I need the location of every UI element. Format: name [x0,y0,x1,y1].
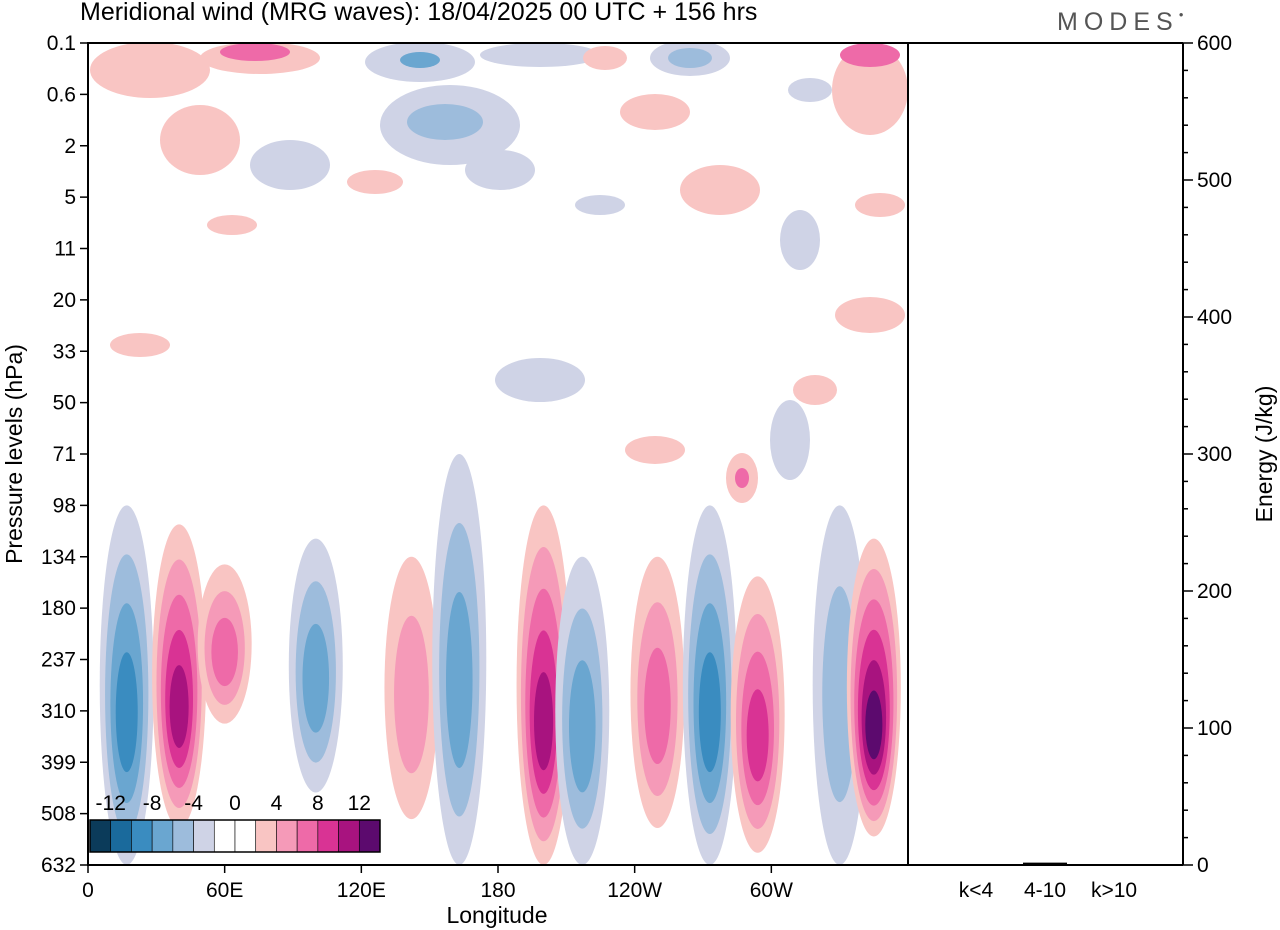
brand-logo: MODES● [1057,8,1184,36]
pressure-tick-label: 11 [54,238,76,261]
longitude-tick-label: 60W [750,879,793,902]
pressure-tick-label: 20 [53,289,76,312]
contour-band [197,564,252,724]
energy-tick-label: 500 [1197,169,1232,192]
colorbar-swatch [234,819,257,853]
colorbar-swatch [131,819,153,853]
colorbar: -12 -8 -4 0 4 8 12 [89,792,381,853]
pressure-tick-label: 632 [41,854,76,877]
colorbar-label: -12 [96,792,126,815]
colorbar-label: 4 [271,792,283,815]
colorbar-swatch [110,819,132,853]
colorbar-swatch [338,819,360,853]
contour-band [555,556,610,865]
longitude-axis-label: Longitude [446,902,547,928]
longitude-tick-label: 60E [206,879,243,902]
pressure-tick-label: 237 [41,649,76,672]
pressure-axis-label: Pressure levels (hPa) [1,344,27,564]
colorbar-swatch [276,819,298,853]
pressure-tick-label: 508 [41,803,76,826]
contour-band [516,505,571,865]
pressure-tick-label: 5 [64,186,76,209]
contour-band [730,576,785,853]
energy-bar [1023,862,1067,865]
pressure-tick-label: 0.1 [47,32,76,55]
pressure-tick-label: 0.6 [47,83,76,106]
contour-band [630,556,685,828]
colorbar-swatch [151,819,174,853]
pressure-tick-label: 2 [64,135,76,158]
colorbar-label: 0 [229,792,241,815]
colorbar-swatch [89,819,112,853]
energy-tick-label: 0 [1197,854,1209,877]
contour-band [288,538,343,793]
longitude-tick-label: 120W [607,879,662,902]
colorbar-label: 8 [312,792,324,815]
pressure-tick-label: 134 [41,546,76,569]
colorbar-swatch [358,819,381,853]
colorbar-swatch [296,819,319,853]
energy-tick-label: 600 [1197,32,1232,55]
colorbar-frame [89,819,381,853]
contour-band [99,505,154,865]
colorbar-label: -4 [184,792,203,815]
longitude-tick-label: 0 [82,879,94,902]
energy-tick-label: 300 [1197,443,1232,466]
pressure-tick-label: 50 [53,392,76,415]
energy-tick-label: 200 [1197,580,1232,603]
pressure-tick-label: 180 [41,597,76,620]
contour-band [846,538,901,837]
energy-category-label: k>10 [1091,879,1137,902]
colorbar-label: -8 [143,792,162,815]
energy-tick-label: 100 [1197,717,1232,740]
energy-category-label: k<4 [959,879,994,902]
colorbar-swatch [193,819,215,853]
colorbar-swatch [255,819,277,853]
pressure-tick-label: 98 [53,494,76,517]
contour-band [384,556,439,820]
pressure-tick-label: 310 [41,700,76,723]
chart-title: Meridional wind (MRG waves): 18/04/2025 … [80,0,758,26]
colorbar-swatch [213,819,236,853]
colorbar-swatch [172,819,194,853]
longitude-tick-label: 120E [337,879,386,902]
energy-category-label: 4-10 [1024,879,1066,902]
colorbar-label: 12 [348,792,371,815]
contour-band [432,454,487,865]
pressure-tick-label: 33 [53,340,76,363]
contour-band [152,524,207,828]
energy-tick-label: 400 [1197,306,1232,329]
colorbar-swatch [317,819,339,853]
pressure-tick-label: 71 [53,443,76,466]
energy-axis-label: Energy (J/kg) [1251,386,1277,523]
longitude-tick-label: 180 [480,879,515,902]
pressure-tick-label: 399 [41,751,76,774]
heatmap-contours [90,43,908,865]
contour-band [682,505,737,865]
